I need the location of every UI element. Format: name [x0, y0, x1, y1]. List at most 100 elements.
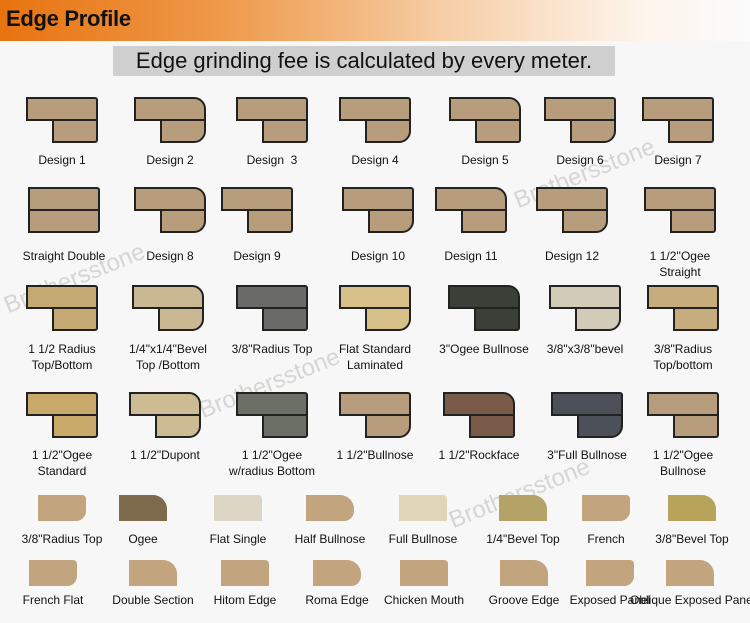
slab-bottom — [570, 119, 616, 143]
slab-top — [134, 187, 206, 211]
profile-label: Design 8 — [146, 249, 194, 263]
slab-top — [26, 97, 98, 121]
slab-bottom — [668, 119, 714, 143]
edge-sample — [119, 495, 167, 521]
profile-label: 3"Full Bullnose — [547, 448, 627, 462]
profile-label: 3/8"Radius Top — [21, 532, 103, 546]
slab-bottom — [52, 414, 98, 438]
profile-label: 1 1/2"Dupont — [130, 448, 200, 462]
slab-bottom — [160, 209, 206, 233]
profile-label: 1/4"x1/4"Bevel Top /Bottom — [129, 342, 207, 372]
edge-sample — [38, 495, 86, 521]
slab-top — [28, 187, 100, 211]
profile-label: 1 1/2"Ogee Standard — [31, 448, 93, 478]
edge-sample — [129, 560, 177, 586]
slab-top — [642, 97, 714, 121]
edge-sample — [29, 560, 77, 586]
edge-sample — [668, 495, 716, 521]
profile-label: Design 3 — [246, 153, 298, 167]
profile-label: Design 11 — [444, 249, 498, 263]
fee-note: Edge grinding fee is calculated by every… — [113, 46, 615, 76]
profile-label: 1 1/2 Radius Top/Bottom — [28, 342, 96, 372]
slab-top — [435, 187, 507, 211]
profile-label: Design 7 — [654, 153, 702, 167]
slab-bottom — [262, 307, 308, 331]
profile-label: Design 12 — [544, 249, 600, 263]
edge-sample — [313, 560, 361, 586]
edge-sample — [586, 560, 634, 586]
profile-label: Half Bullnose — [294, 532, 366, 546]
slab-top — [221, 187, 293, 211]
profile-label: 3/8"Bevel Top — [655, 532, 729, 546]
profile-label: Design 4 — [351, 153, 399, 167]
slab-top — [342, 187, 414, 211]
slab-top — [644, 187, 716, 211]
profile-label: Design 5 — [461, 153, 509, 167]
profile-label: Design 10 — [350, 249, 406, 263]
edge-sample — [582, 495, 630, 521]
profile-label: Flat Standard Laminated — [338, 342, 412, 372]
slab-top — [551, 392, 623, 416]
edge-sample — [221, 560, 269, 586]
slab-top — [549, 285, 621, 309]
slab-top — [134, 97, 206, 121]
slab-bottom — [469, 414, 515, 438]
slab-bottom — [155, 414, 201, 438]
watermark: Brothersstone — [445, 453, 594, 535]
slab-top — [544, 97, 616, 121]
slab-top — [236, 392, 308, 416]
edge-sample — [666, 560, 714, 586]
profile-label: Full Bullnose — [388, 532, 458, 546]
profile-label: Oblique Exposed Panel — [630, 593, 750, 607]
slab-top — [536, 187, 608, 211]
slab-bottom — [28, 209, 100, 233]
slab-bottom — [262, 119, 308, 143]
slab-top — [26, 392, 98, 416]
slab-top — [339, 97, 411, 121]
slab-top — [339, 285, 411, 309]
slab-bottom — [262, 414, 308, 438]
slab-bottom — [475, 119, 521, 143]
edge-sample — [306, 495, 354, 521]
profile-label: 1 1/2"Rockface — [438, 448, 520, 462]
slab-top — [647, 392, 719, 416]
profile-label: 3/8"x3/8"bevel — [546, 342, 624, 356]
edge-sample — [499, 495, 547, 521]
slab-bottom — [52, 307, 98, 331]
profile-label: 3/8"Radius Top — [231, 342, 313, 356]
slab-bottom — [673, 414, 719, 438]
profile-label: Design 1 — [38, 153, 86, 167]
slab-bottom — [575, 307, 621, 331]
slab-top — [129, 392, 201, 416]
slab-bottom — [474, 307, 520, 331]
slab-bottom — [158, 307, 204, 331]
profile-label: Design 6 — [556, 153, 604, 167]
profile-label: 3"Ogee Bullnose — [439, 342, 529, 356]
profile-label: Ogee — [128, 532, 158, 546]
profile-label: Flat Single — [209, 532, 267, 546]
slab-bottom — [365, 307, 411, 331]
slab-bottom — [52, 119, 98, 143]
profile-label: Roma Edge — [305, 593, 369, 607]
profile-label: 1 1/2''Ogee Straight — [649, 249, 711, 279]
slab-top — [132, 285, 204, 309]
profile-label: Exposed Panel — [569, 593, 651, 607]
profile-label: 1 1/2"Bullnose — [336, 448, 414, 462]
slab-top — [236, 97, 308, 121]
slab-bottom — [247, 209, 293, 233]
profile-label: French — [587, 532, 625, 546]
slab-bottom — [673, 307, 719, 331]
slab-bottom — [461, 209, 507, 233]
slab-bottom — [368, 209, 414, 233]
slab-bottom — [365, 414, 411, 438]
page-title: Edge Profile — [6, 6, 131, 31]
slab-top — [26, 285, 98, 309]
slab-bottom — [577, 414, 623, 438]
profile-label: 1 1/2"Ogee Bullnose — [652, 448, 714, 478]
profile-label: Double Section — [112, 593, 194, 607]
profile-label: Hitom Edge — [213, 593, 277, 607]
slab-top — [448, 285, 520, 309]
profile-label: 1 1/2"Ogee w/radius Bottom — [228, 448, 316, 478]
slab-top — [647, 285, 719, 309]
